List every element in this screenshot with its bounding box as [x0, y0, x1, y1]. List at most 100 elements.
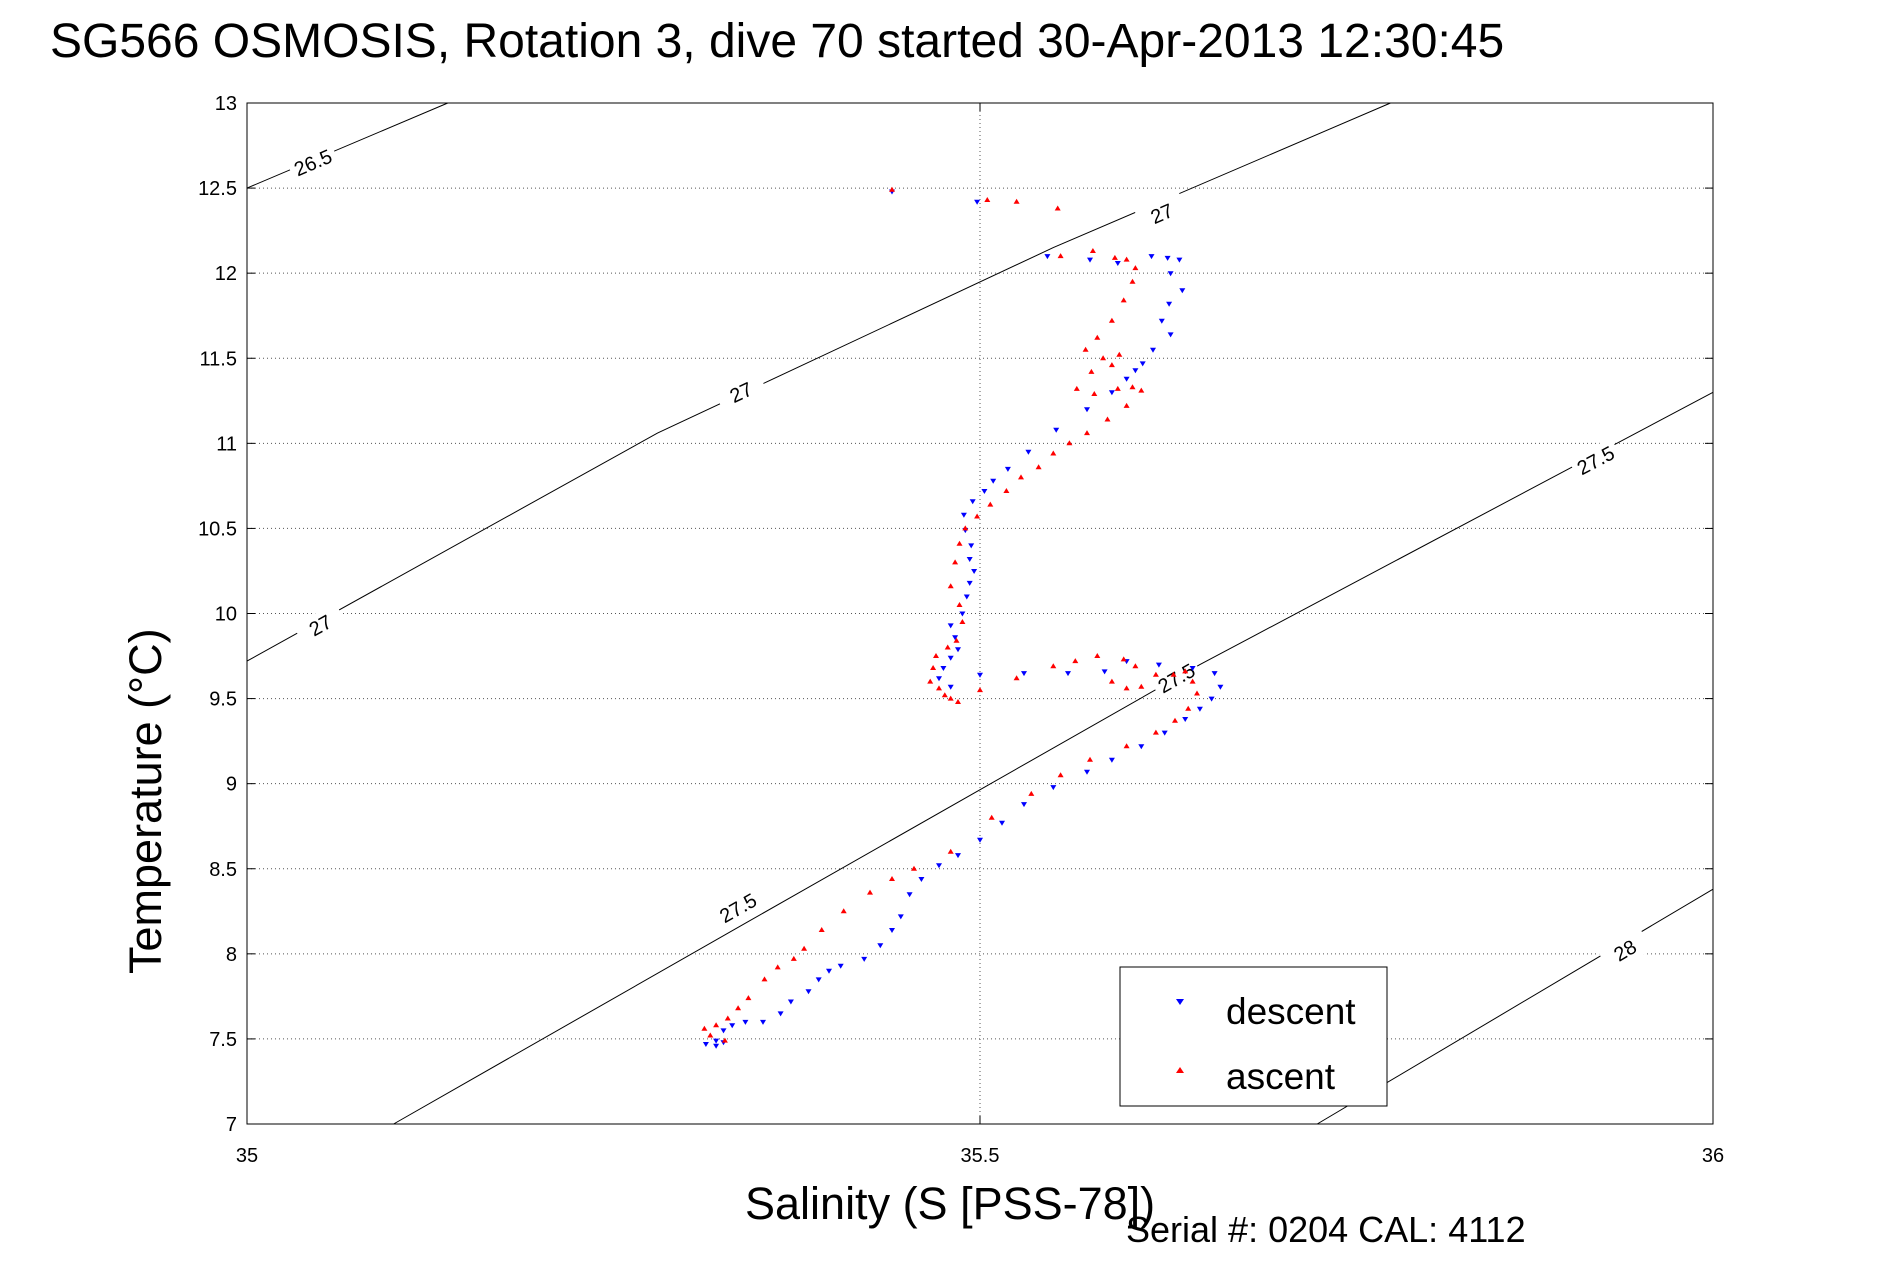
descent-point [1021, 802, 1027, 808]
descent-point [1087, 257, 1093, 263]
ascent-point [1100, 355, 1107, 361]
y-tick-label: 10 [215, 604, 237, 626]
y-tick-label: 8 [226, 944, 237, 966]
ascent-point [1054, 205, 1061, 211]
descent-point [947, 655, 954, 661]
ascent-point [701, 1025, 708, 1031]
descent-point [947, 623, 954, 629]
ascent-point [953, 637, 960, 643]
ascent-point [713, 1022, 720, 1028]
ascent-point [774, 964, 781, 970]
ascent-point [1089, 248, 1096, 253]
contour-label-bg [1568, 437, 1623, 484]
ascent-point [984, 197, 991, 202]
ascent-point [1072, 658, 1079, 664]
descent-point [1182, 717, 1189, 722]
ascent-point [1170, 671, 1177, 677]
descent-point [713, 1038, 720, 1044]
ascent-point [952, 559, 959, 565]
ascent-point [930, 665, 937, 670]
ascent-point [1152, 671, 1159, 677]
ascent-point [1185, 705, 1192, 711]
descent-point [1101, 669, 1108, 675]
legend-marker-ascent [1176, 1067, 1184, 1073]
ascent-point [818, 927, 825, 932]
descent-point [1065, 671, 1071, 677]
descent-point [963, 594, 970, 600]
descent-point [1084, 407, 1090, 413]
y-axis-label: Temperature (°C) [120, 628, 171, 974]
descent-point [1179, 288, 1186, 294]
ascent-point [1114, 385, 1121, 391]
ascent-point [1082, 346, 1089, 352]
legend-label-descent: descent [1226, 991, 1356, 1032]
y-tick-label: 8.5 [209, 859, 237, 881]
descent-point [861, 956, 868, 962]
legend-label-ascent: ascent [1226, 1056, 1336, 1097]
ascent-point [1108, 678, 1115, 684]
ascent-point [1129, 384, 1136, 390]
descent-point [1176, 257, 1183, 263]
descent-point [1050, 785, 1057, 791]
ascent-point [1091, 391, 1098, 396]
ascent-point [959, 619, 966, 624]
descent-point [1155, 662, 1162, 668]
contour-line-27 [246, 102, 1391, 662]
y-tick-label: 11.5 [200, 348, 237, 370]
ascent-point [941, 692, 948, 698]
legend-marker-descent [1176, 999, 1184, 1005]
descent-point [936, 676, 942, 682]
ascent-point [1094, 653, 1101, 658]
y-tick-label: 12 [215, 263, 237, 285]
descent-point [826, 968, 832, 974]
ascent-point [911, 865, 917, 871]
descent-point [977, 672, 983, 678]
descent-point [760, 1019, 766, 1025]
grid-lines [247, 103, 1713, 1124]
descent-point [968, 543, 975, 549]
ascent-point [1194, 690, 1200, 696]
ascent-point [1189, 678, 1196, 684]
ascent-point [947, 695, 954, 701]
descent-point [981, 489, 988, 494]
descent-point [1021, 671, 1027, 677]
descent-point [966, 557, 973, 562]
ascent-point [1066, 440, 1073, 446]
ascent-point [936, 685, 942, 691]
serial-footer: Serial #: 0204 CAL: 4112 [1126, 1209, 1526, 1250]
ascent-point [1018, 474, 1024, 480]
descent-point [1167, 271, 1174, 277]
y-tick-label: 7 [226, 1114, 237, 1136]
legend: descent ascent [1119, 966, 1388, 1107]
contour-label-bg [285, 141, 341, 184]
descent-point [1053, 427, 1060, 433]
ascent-point [721, 1037, 728, 1043]
y-tick-label: 7.5 [209, 1029, 237, 1051]
y-tick-label: 9 [226, 774, 237, 796]
x-tick-label: 35 [236, 1145, 258, 1167]
ascent-point [1120, 297, 1127, 303]
descent-point [1150, 347, 1156, 353]
descent-point [969, 499, 976, 505]
descent-point [720, 1028, 727, 1034]
ascent-point [1132, 265, 1139, 271]
ascent-point [927, 678, 934, 684]
descent-point [897, 914, 904, 920]
ascent-point [1057, 772, 1064, 778]
descent-point [1138, 744, 1145, 750]
descent-point [1123, 376, 1130, 382]
ascent-point [956, 602, 963, 607]
descent-point [1114, 261, 1121, 266]
contour-label-bg [1134, 192, 1189, 236]
descent-point [1025, 449, 1032, 455]
ascent-point [1172, 717, 1178, 723]
ascent-point [1050, 663, 1057, 669]
descent-point [1044, 254, 1051, 260]
y-tick-label: 10.5 [198, 518, 237, 540]
ascent-point [1152, 729, 1159, 735]
ascent-point [944, 644, 951, 650]
descent-point [702, 1042, 709, 1047]
ascent-point [956, 540, 963, 546]
descent-point [1084, 769, 1090, 775]
